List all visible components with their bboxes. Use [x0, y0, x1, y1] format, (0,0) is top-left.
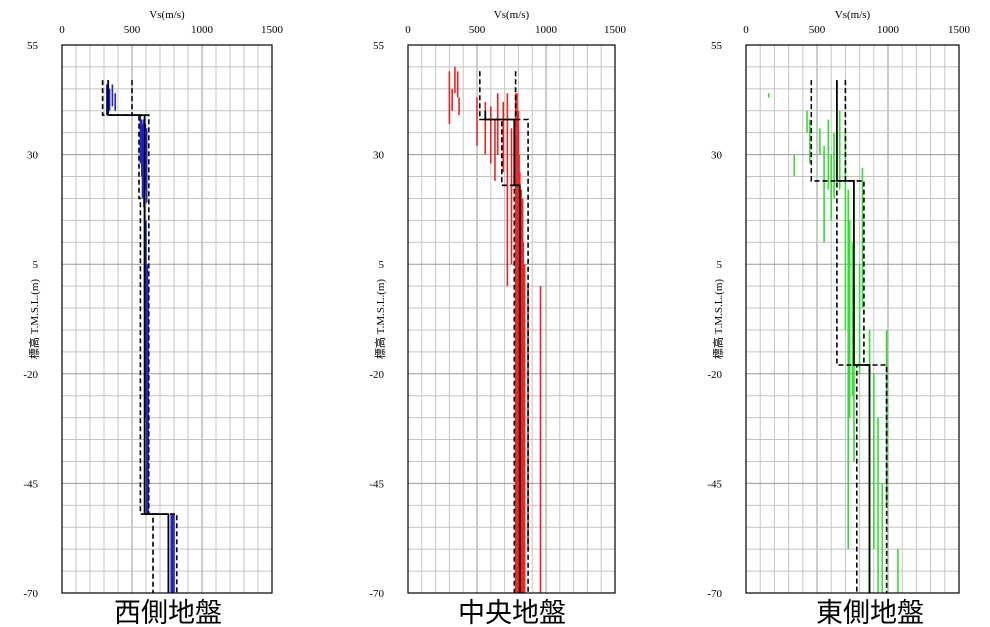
chart-panel-east: 0 500 1000 1500 55 30 5 -20 -45 -70 Vs(m/s) 標高 T.M.…	[707, 9, 970, 627]
series-east-3	[844, 80, 888, 593]
x-tick-label: 1500	[604, 24, 627, 36]
y-tick-label: 5	[717, 259, 723, 271]
series-east-0	[767, 93, 899, 593]
model-line-solid	[484, 110, 521, 593]
model-line-solid	[107, 80, 170, 593]
y-tick-label: -70	[369, 588, 384, 600]
panel-title-east: 東側地盤	[816, 598, 924, 627]
series-center-1	[484, 110, 521, 593]
series-west-3	[131, 80, 178, 593]
model-line-dashed	[810, 80, 858, 593]
y-tick-label: -45	[707, 478, 722, 490]
plot-frame-east	[745, 44, 960, 594]
y-tick-label: 30	[27, 150, 39, 162]
series-center-2	[478, 71, 516, 593]
y-tick-label: 55	[711, 40, 723, 52]
x-tick-label: 0	[405, 24, 411, 36]
y-axis-label: 標高 T.M.S.L.(m)	[27, 279, 41, 359]
model-line-dashed	[514, 71, 529, 593]
model-line-dashed	[844, 80, 888, 593]
series-center-3	[514, 71, 529, 593]
y-tick-label: 5	[379, 259, 385, 271]
x-tick-label: 1500	[261, 24, 284, 36]
series-west-1	[107, 80, 170, 593]
x-tick-label: 1500	[948, 24, 971, 36]
panel-title-center: 中央地盤	[458, 598, 566, 627]
plot-frame-west	[61, 44, 273, 594]
x-axis-label: Vs(m/s)	[494, 9, 530, 21]
x-axis-label: Vs(m/s)	[835, 9, 871, 21]
series-center-0	[448, 66, 542, 593]
grid-center	[408, 45, 615, 593]
plot-frame-center	[407, 44, 616, 594]
x-tick-label: 0	[59, 24, 65, 36]
x-tick-label: 1000	[191, 24, 214, 36]
model-line-dashed	[131, 80, 178, 593]
panel-title-west: 西側地盤	[114, 598, 222, 627]
chart-panel-center: 0 500 1000 1500 55 30 5 -20 -45 -70 Vs(m/s) 標高 T.M.…	[369, 9, 626, 627]
x-tick-label: 500	[124, 24, 141, 36]
x-tick-label: 0	[743, 24, 749, 36]
y-tick-label: -70	[707, 588, 722, 600]
y-tick-label: 55	[373, 40, 385, 52]
x-tick-label: 1000	[877, 24, 900, 36]
y-axis-label: 標高 T.M.S.L.(m)	[373, 279, 387, 359]
series-east-2	[810, 80, 858, 593]
x-tick-label: 1000	[535, 24, 558, 36]
y-tick-label: 55	[27, 40, 39, 52]
series-east-1	[836, 80, 871, 593]
y-tick-label: 30	[711, 150, 723, 162]
chart-panel-west: 0 500 1000 1500 55 30 5 -20 -45 -70 Vs(m/s) 標高 T.M.…	[23, 9, 283, 627]
model-line-dashed	[478, 71, 516, 593]
y-tick-label: -20	[369, 369, 384, 381]
y-tick-label: 30	[373, 150, 385, 162]
y-tick-label: -20	[707, 369, 722, 381]
y-tick-label: 5	[33, 259, 39, 271]
model-line-solid	[836, 80, 871, 593]
y-axis-label: 標高 T.M.S.L.(m)	[711, 279, 725, 359]
y-tick-label: -20	[23, 369, 38, 381]
x-axis-label: Vs(m/s)	[149, 9, 185, 21]
y-tick-label: -45	[369, 478, 384, 490]
y-tick-label: -45	[23, 478, 38, 490]
grid-west	[62, 45, 272, 593]
y-tick-label: -70	[23, 588, 38, 600]
x-tick-label: 500	[469, 24, 486, 36]
x-tick-label: 500	[809, 24, 826, 36]
